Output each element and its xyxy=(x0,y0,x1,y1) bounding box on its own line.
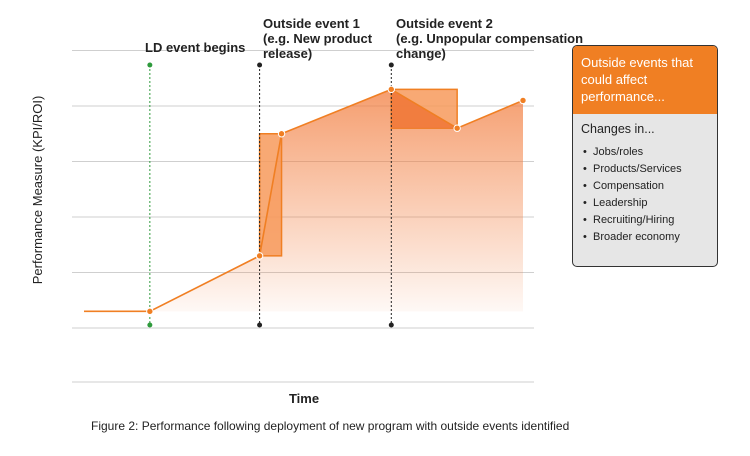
data-point xyxy=(453,124,461,132)
outside-events-box: Outside events that could affect perform… xyxy=(572,45,718,267)
event-label: LD event begins xyxy=(145,40,245,55)
data-point xyxy=(146,307,154,316)
outside-events-list: Jobs/roles Products/Services Compensatio… xyxy=(581,144,709,246)
list-item: Jobs/roles xyxy=(581,144,709,161)
list-item: Recruiting/Hiring xyxy=(581,212,709,229)
event-label: Outside event 1 (e.g. New product release) xyxy=(263,16,373,61)
performance-line xyxy=(84,85,527,316)
y-axis-label: Performance Measure (KPI/ROI) xyxy=(30,96,45,285)
changes-in-label: Changes in... xyxy=(581,122,655,136)
list-item: Broader economy xyxy=(581,229,709,246)
outside-events-header: Outside events that could affect perform… xyxy=(573,46,717,114)
event-marker-top xyxy=(147,62,153,68)
event-label-line: (e.g. New product xyxy=(263,31,373,46)
event-marker-top xyxy=(388,62,394,68)
data-point xyxy=(277,130,286,138)
event-marker-bottom xyxy=(388,322,394,328)
outside-events-body: Changes in... Jobs/roles Products/Servic… xyxy=(573,114,717,246)
list-item: Leadership xyxy=(581,195,709,212)
figure-caption: Figure 2: Performance following deployme… xyxy=(91,419,570,433)
list-item: Compensation xyxy=(581,178,709,195)
event-label-line: change) xyxy=(396,46,446,61)
x-axis-label: Time xyxy=(289,391,319,406)
performance-area xyxy=(149,89,523,312)
data-point xyxy=(255,252,264,260)
event-marker-top xyxy=(257,62,263,68)
event-markers xyxy=(147,62,394,328)
event-label-line: release) xyxy=(263,46,312,61)
data-point xyxy=(519,96,527,105)
event-label-line: LD event begins xyxy=(145,40,245,55)
performance-area-fill xyxy=(149,89,523,312)
list-item: Products/Services xyxy=(581,161,709,178)
data-point xyxy=(387,85,395,94)
event-label-line: Outside event 1 xyxy=(263,16,360,31)
event-label-line: (e.g. Unpopular compensation xyxy=(396,31,583,46)
event-label-line: Outside event 2 xyxy=(396,16,493,31)
event-marker-bottom xyxy=(147,322,153,328)
event-labels: LD event begins Outside event 1 (e.g. New … xyxy=(145,16,583,61)
event-label: Outside event 2 (e.g. Unpopular compensat… xyxy=(396,16,583,61)
event-marker-bottom xyxy=(257,322,263,328)
